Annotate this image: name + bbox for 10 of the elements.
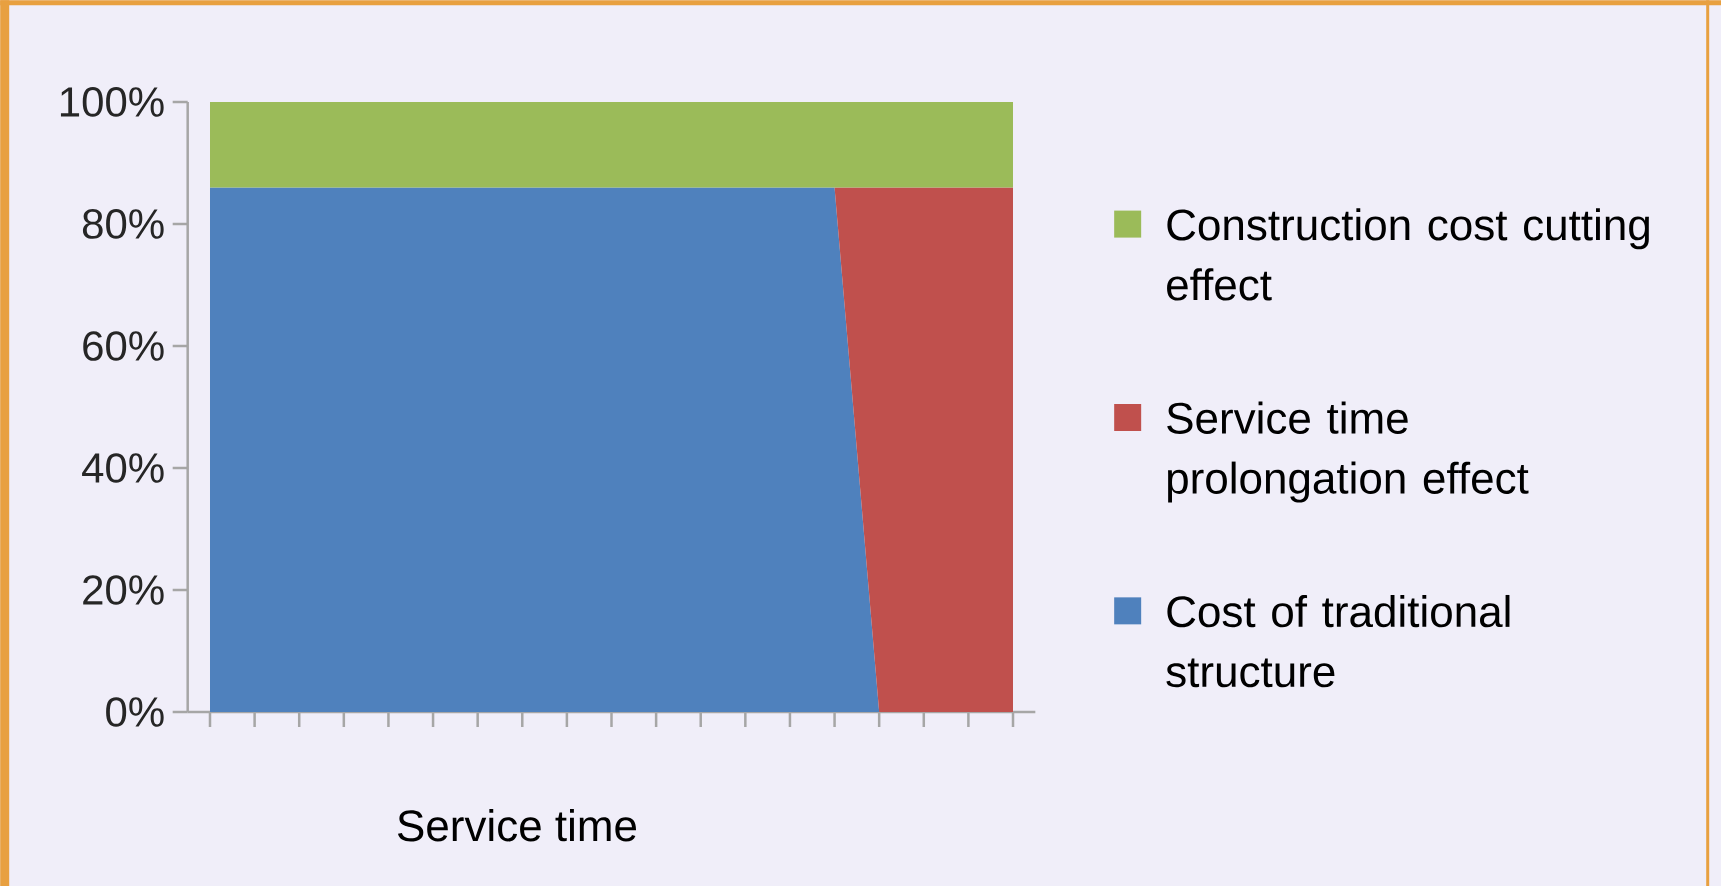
y-tick-label: 80% <box>82 209 164 239</box>
x-axis-title: Service time <box>397 809 637 842</box>
y-tick-label: 0% <box>106 697 164 727</box>
y-tick-label: 100% <box>60 87 164 117</box>
y-tick-label: 20% <box>83 575 164 605</box>
legend-label: Cost of traditional structure <box>1166 594 1510 688</box>
legend-label: Service time prolongation effect <box>1167 401 1529 503</box>
y-tick-label: 40% <box>82 453 164 483</box>
y-tick-label: 60% <box>83 331 164 361</box>
legend-label: Construction cost cutting effect <box>1167 208 1649 301</box>
